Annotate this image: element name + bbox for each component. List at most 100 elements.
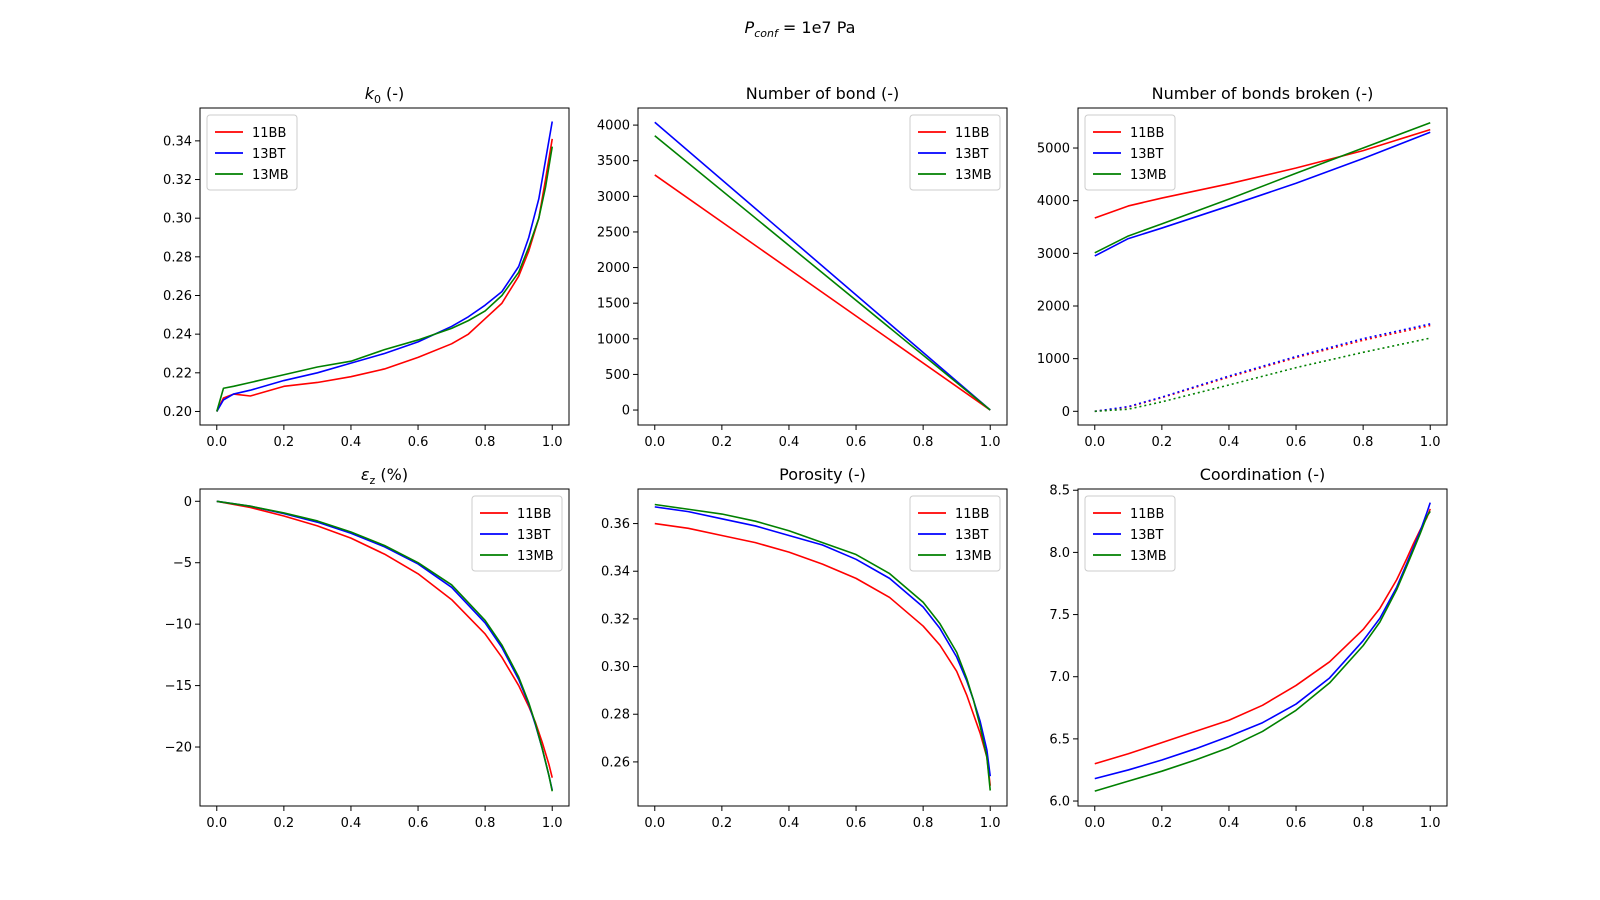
- axes-frame: [637, 107, 1008, 426]
- legend-box: [1084, 495, 1176, 572]
- axes-frame: [199, 488, 570, 807]
- subplot-title-base: Porosity (-): [779, 465, 866, 484]
- series-line-11bb: [1094, 508, 1431, 765]
- y-tick-label: 8.0: [1049, 546, 1070, 561]
- legend: 11BB 13BT 13MB: [909, 114, 1001, 191]
- legend-label-13bt: 13BT: [1130, 528, 1163, 543]
- legend-label-11bb: 11BB: [517, 507, 551, 522]
- suptitle-rest: = 1e7 Pa: [778, 18, 856, 37]
- y-tick-label: 5000: [1037, 142, 1070, 157]
- series-line-13bt: [654, 121, 991, 411]
- subplot-title: Coordination (-): [1200, 465, 1326, 484]
- legend-label-11bb: 11BB: [252, 126, 286, 141]
- series-line-13mb: [1094, 510, 1431, 792]
- x-tick-label: 0.6: [408, 816, 429, 831]
- legend-label-11bb: 11BB: [955, 507, 989, 522]
- y-tick-label: 2500: [597, 225, 630, 240]
- subplot-title-base: Number of bonds broken (-): [1152, 84, 1374, 103]
- series-line-13mb: [654, 135, 991, 411]
- x-tick-label: 0.8: [475, 816, 496, 831]
- y-tick-label: 500: [605, 368, 630, 383]
- series-line-11bb: [654, 174, 991, 411]
- legend-label-11bb: 11BB: [1130, 126, 1164, 141]
- legend-label-13bt: 13BT: [1130, 147, 1163, 162]
- x-tick-label: 0.4: [1219, 435, 1240, 450]
- x-tick-label: 0.0: [1084, 816, 1105, 831]
- x-tick-label: 0.0: [644, 435, 665, 450]
- x-tick-label: 1.0: [1420, 816, 1441, 831]
- y-tick-label: 1000: [1037, 352, 1070, 367]
- axes-frame: [199, 107, 570, 426]
- y-tick-label: 0.36: [601, 517, 630, 532]
- y-tick-label: 0.26: [601, 755, 630, 770]
- series-line-13mb: [654, 503, 992, 791]
- legend: 11BB 13BT 13MB: [471, 495, 563, 572]
- series-line-13bt: [1094, 131, 1431, 257]
- subplot-bonds: Number of bond (-) 0.0 0.2 0.4 0.6 0.8 1.0 0 500…: [597, 84, 1008, 450]
- y-tick-label: 3500: [597, 154, 630, 169]
- legend-label-13mb: 13MB: [517, 549, 554, 564]
- x-tick-label: 0.4: [341, 435, 362, 450]
- legend-label-13mb: 13MB: [955, 549, 992, 564]
- subplot-title-sub: 0: [374, 93, 381, 106]
- subplot-title-sub: z: [370, 474, 376, 487]
- subplot-title-rest: (-): [381, 84, 404, 103]
- x-tick-label: 0.6: [408, 435, 429, 450]
- y-tick-label: 0: [622, 404, 630, 419]
- y-tick-label: 0.32: [163, 173, 192, 188]
- y-tick-label: 4000: [1037, 194, 1070, 209]
- y-tick-label: 0.20: [163, 405, 192, 420]
- series-line-13mb-dotted: [1094, 337, 1431, 413]
- x-tick-label: 0.6: [846, 816, 867, 831]
- series-lines: [216, 500, 554, 792]
- y-tick-label: 0.26: [163, 289, 192, 304]
- x-tick-label: 0.4: [1219, 816, 1240, 831]
- series-lines: [1094, 121, 1431, 413]
- series-line-13mb: [1094, 121, 1431, 254]
- subplot-title-base: k: [365, 84, 375, 103]
- figure-suptitle: Pconf = 1e7 Pa: [745, 18, 856, 40]
- x-tick-label: 0.0: [644, 816, 665, 831]
- subplot-k0: k0 (-) 0.0 0.2 0.4 0.6 0.8 1.0 0.20 0.22 0.24 0.26…: [163, 84, 570, 450]
- x-tick-label: 0.2: [1152, 435, 1173, 450]
- x-tick-label: 0.2: [712, 435, 733, 450]
- legend-label-11bb: 11BB: [1130, 507, 1164, 522]
- subplot-title: Number of bond (-): [746, 84, 899, 103]
- series-lines: [1094, 502, 1431, 792]
- subplot-title-base: ε: [361, 465, 370, 484]
- x-tick-label: 0.2: [1152, 816, 1173, 831]
- x-tick-label: 0.8: [913, 435, 934, 450]
- legend-box: [471, 495, 563, 572]
- legend-box: [909, 114, 1001, 191]
- y-tick-label: 3000: [597, 190, 630, 205]
- x-tick-label: 0.8: [475, 435, 496, 450]
- subplot-strain: εz (%) 0.0 0.2 0.4 0.6 0.8 1.0 0 −5 −10 −15 −20 11BB…: [165, 465, 570, 831]
- x-tick-label: 0.2: [712, 816, 733, 831]
- subplot-title: εz (%): [361, 465, 408, 487]
- y-tick-label: −20: [165, 741, 192, 756]
- x-tick-label: 0.4: [779, 435, 800, 450]
- y-tick-label: 8.5: [1049, 484, 1070, 499]
- legend: 11BB 13BT 13MB: [206, 114, 298, 191]
- suptitle-base: P: [745, 18, 755, 37]
- y-tick-label: 0.28: [163, 250, 192, 265]
- x-tick-label: 0.8: [1353, 816, 1374, 831]
- subplot-title: Porosity (-): [779, 465, 866, 484]
- series-line-11bb: [1094, 128, 1431, 219]
- series-line-13mb: [216, 500, 554, 792]
- series-line-13bt: [1094, 502, 1431, 780]
- x-tick-label: 0.6: [1286, 816, 1307, 831]
- y-tick-label: −10: [165, 618, 192, 633]
- x-tick-label: 0.0: [206, 816, 227, 831]
- legend: 11BB 13BT 13MB: [1084, 495, 1176, 572]
- x-tick-label: 1.0: [980, 816, 1001, 831]
- series-line-13mb: [216, 146, 554, 412]
- axes-frame: [1077, 107, 1448, 426]
- series-lines: [654, 121, 991, 411]
- subplot-coordination: Coordination (-) 0.0 0.2 0.4 0.6 0.8 1.0 6.0 6.5…: [1049, 465, 1448, 831]
- legend-box: [206, 114, 298, 191]
- x-tick-label: 1.0: [1420, 435, 1441, 450]
- x-tick-label: 0.8: [913, 816, 934, 831]
- x-tick-label: 0.0: [1084, 435, 1105, 450]
- y-tick-label: 0.30: [163, 212, 192, 227]
